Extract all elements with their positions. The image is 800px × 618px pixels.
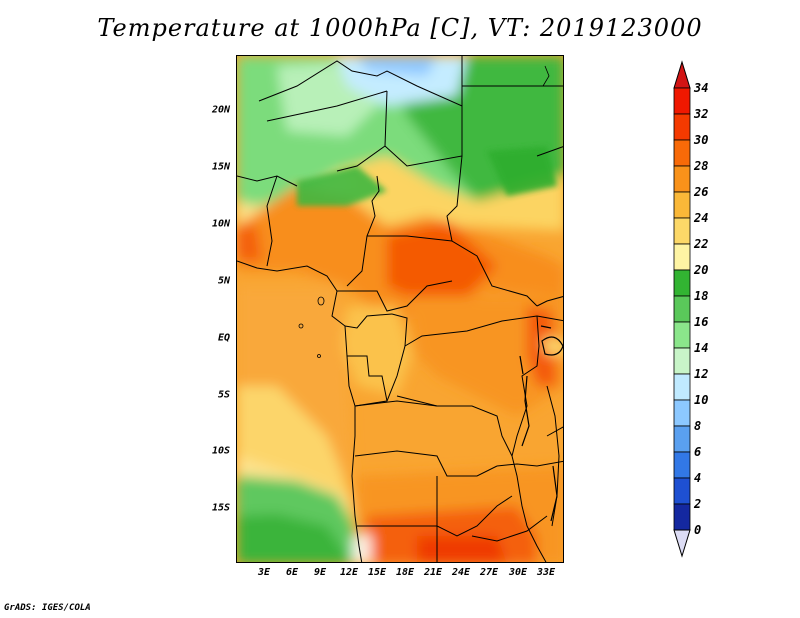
colorbar-label: 12	[694, 367, 709, 381]
great-lakes	[519, 325, 563, 522]
x-tick-18e: 18E	[395, 567, 415, 578]
field-hot-core	[387, 221, 497, 301]
x-tick-12e: 12E	[339, 567, 359, 578]
colorbar-label: 20	[694, 263, 709, 277]
colorbar-label: 28	[694, 159, 709, 173]
colorbar-swatch	[673, 451, 691, 479]
y-tick-eq: EQ	[217, 332, 230, 344]
y-tick-5s: 5S	[217, 389, 230, 401]
temperature-map	[236, 55, 564, 563]
colorbar-label: 8	[694, 419, 702, 433]
x-tick-6e: 6E	[285, 567, 299, 578]
colorbar-label: 24	[694, 211, 709, 225]
colorbar-label: 26	[694, 185, 709, 199]
colorbar-label: 18	[694, 289, 709, 303]
colorbar-label: 30	[694, 133, 709, 147]
x-tick-27e: 27E	[479, 567, 499, 578]
colorbar-over-arrow	[673, 60, 691, 89]
colorbar-swatch	[673, 139, 691, 167]
x-tick-9e: 9E	[313, 567, 327, 578]
grads-credit: GrADS: IGES/COLA	[4, 603, 91, 613]
y-tick-15n: 15N	[211, 161, 230, 173]
x-tick-33e: 33E	[536, 567, 556, 578]
colorbar-label: 16	[694, 315, 709, 329]
x-tick-3e: 3E	[257, 567, 271, 578]
map-title: Temperature at 1000hPa [C], VT: 20191230…	[97, 14, 703, 42]
y-tick-10n: 10N	[211, 218, 230, 230]
field-north-cold	[357, 56, 437, 76]
field-rift-hot	[527, 306, 557, 386]
colorbar	[673, 60, 691, 558]
y-tick-20n: 20N	[211, 104, 230, 116]
country-borders	[237, 56, 563, 562]
colorbar-under-arrow	[673, 529, 691, 558]
colorbar-label: 2	[694, 497, 702, 511]
colorbar-swatch	[673, 295, 691, 323]
colorbar-swatch	[673, 503, 691, 531]
field-lake-victoria	[542, 336, 563, 356]
x-tick-30e: 30E	[508, 567, 528, 578]
colorbar-label: 0	[694, 523, 702, 537]
colorbar-swatch	[673, 87, 691, 115]
x-tick-15e: 15E	[367, 567, 387, 578]
colorbar-label: 22	[694, 237, 709, 251]
colorbar-swatch	[673, 165, 691, 193]
x-tick-24e: 24E	[451, 567, 471, 578]
colorbar-swatch	[673, 191, 691, 219]
colorbar-label: 10	[694, 393, 709, 407]
field-congo-yellow	[342, 306, 412, 396]
y-tick-15s: 15S	[211, 502, 230, 514]
field-coastal-pale	[352, 534, 372, 562]
colorbar-swatch	[673, 269, 691, 297]
colorbar-label: 6	[694, 445, 702, 459]
y-tick-5n: 5N	[217, 275, 230, 287]
island-outlines	[298, 65, 550, 358]
colorbar-label: 34	[694, 81, 709, 95]
colorbar-label: 32	[694, 107, 709, 121]
field-west-hot	[237, 226, 262, 261]
field-sudan-green-patch	[487, 146, 557, 196]
colorbar-label: 14	[694, 341, 709, 355]
colorbar-swatch	[673, 113, 691, 141]
colorbar-swatch	[673, 425, 691, 453]
colorbar-swatch	[673, 477, 691, 505]
colorbar-swatch	[673, 243, 691, 271]
y-tick-10s: 10S	[211, 445, 230, 457]
colorbar-swatch	[673, 399, 691, 427]
colorbar-label: 4	[694, 471, 702, 485]
colorbar-swatch	[673, 347, 691, 375]
field-kalahari-core	[417, 536, 507, 562]
x-tick-21e: 21E	[423, 567, 443, 578]
colorbar-swatch	[673, 217, 691, 245]
colorbar-swatch	[673, 321, 691, 349]
field-southwest-deep-green	[237, 514, 351, 562]
colorbar-swatch	[673, 373, 691, 401]
field-sahel-green-patch	[297, 166, 387, 206]
